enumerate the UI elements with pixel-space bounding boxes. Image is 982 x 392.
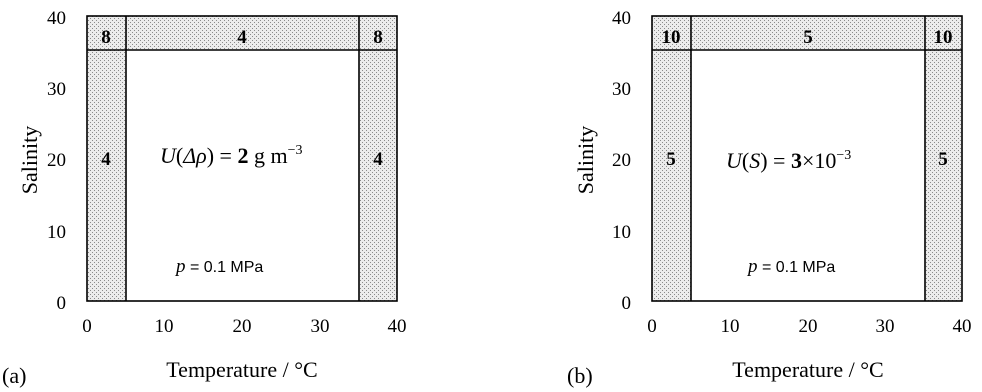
- panel-label-b: (b): [567, 363, 593, 388]
- region-top-shade: [87, 16, 397, 50]
- y-tick-30: 30: [47, 79, 66, 100]
- region-value-right: 5: [938, 149, 948, 170]
- x-tick-40: 40: [388, 316, 407, 337]
- x-tick-0: 0: [647, 316, 657, 337]
- y-tick-0: 0: [622, 293, 632, 314]
- region-value-top-middle: 4: [237, 27, 247, 48]
- x-tick-20: 20: [799, 316, 818, 337]
- y-axis-title: Salinity: [573, 126, 598, 194]
- y-tick-10: 10: [612, 222, 631, 243]
- y-tick-0: 0: [57, 293, 67, 314]
- region-value-right: 4: [373, 149, 383, 170]
- region-value-top-right: 10: [934, 27, 953, 48]
- region-value-top-middle: 5: [803, 27, 813, 48]
- x-axis-title: Temperature / °C: [732, 357, 883, 382]
- x-tick-30: 30: [876, 316, 895, 337]
- y-tick-40: 40: [47, 8, 66, 29]
- region-value-top-left: 10: [662, 27, 681, 48]
- x-tick-20: 20: [233, 316, 252, 337]
- y-tick-10: 10: [47, 222, 66, 243]
- panel-b: 10 5 10 5 5 U(S) = 3×10−3 p = 0.1 MPa 40…: [567, 8, 972, 388]
- x-tick-40: 40: [953, 316, 972, 337]
- y-tick-20: 20: [612, 150, 631, 171]
- uncertainty-equation: U(S) = 3×10−3: [726, 148, 851, 173]
- pressure-note: p = 0.1 MPa: [746, 256, 835, 277]
- x-tick-0: 0: [82, 316, 92, 337]
- x-axis-title: Temperature / °C: [166, 357, 317, 382]
- plot-frame: [86, 15, 398, 302]
- uncertainty-equation: U(Δρ) = 2 g m−3: [160, 143, 302, 168]
- x-tick-30: 30: [311, 316, 330, 337]
- region-right-shade: [925, 50, 962, 301]
- region-right-shade: [359, 50, 397, 301]
- y-axis-title: Salinity: [17, 126, 42, 194]
- panel-label-a: (a): [2, 363, 26, 388]
- region-value-top-right: 8: [373, 27, 383, 48]
- region-top-shade: [652, 16, 962, 50]
- y-tick-20: 20: [47, 150, 66, 171]
- y-tick-30: 30: [612, 79, 631, 100]
- panel-a: 8 4 8 4 4 U(Δρ) = 2 g m−3 p = 0.1 MPa 40…: [2, 8, 407, 388]
- region-value-left: 4: [101, 149, 111, 170]
- y-tick-40: 40: [612, 8, 631, 29]
- pressure-note: p = 0.1 MPa: [174, 256, 263, 277]
- x-tick-10: 10: [721, 316, 740, 337]
- region-value-top-left: 8: [101, 27, 111, 48]
- region-left-shade: [652, 50, 691, 301]
- region-value-left: 5: [666, 149, 676, 170]
- plot-frame: [651, 15, 963, 302]
- x-tick-10: 10: [155, 316, 174, 337]
- region-left-shade: [87, 50, 126, 301]
